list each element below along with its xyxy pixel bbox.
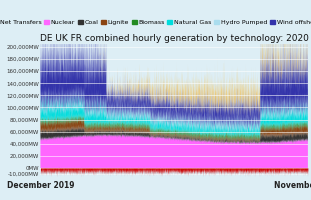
Title: DE UK FR combined hourly generation by technology: 2020: DE UK FR combined hourly generation by t… [40,34,309,43]
Legend: Net Transfers, Nuclear, Coal, Lignite, Biomass, Natural Gas, Hydro Pumped, Wind : Net Transfers, Nuclear, Coal, Lignite, B… [0,17,311,27]
